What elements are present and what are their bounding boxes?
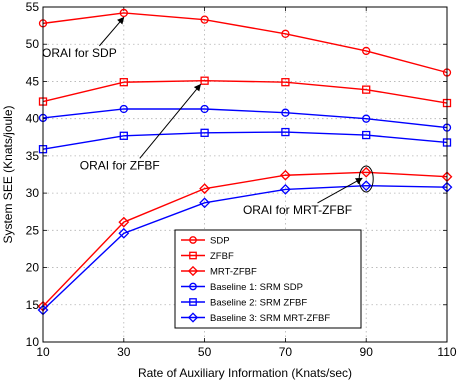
y-tick-label: 35	[26, 149, 40, 163]
x-tick-label: 50	[198, 345, 212, 359]
series-line	[43, 13, 447, 73]
y-tick-label: 15	[26, 298, 40, 312]
x-tick-label: 110	[437, 345, 456, 359]
legend-label: ZFBF	[210, 251, 234, 262]
legend-label: Baseline 1: SRM SDP	[210, 282, 303, 293]
legend-label: SDP	[210, 236, 230, 247]
y-tick-label: 55	[26, 0, 40, 14]
x-axis-label: Rate of Auxiliary Information (Knats/sec…	[138, 366, 352, 380]
y-tick-label: 20	[26, 261, 40, 275]
series-line	[43, 81, 447, 103]
legend: SDP ZFBF MRT-ZFBF Baseline 1: SRM SDP Baseli…	[175, 230, 361, 328]
y-axis-label: System SEE (Knats/joule)	[1, 105, 15, 243]
annotation-arrow	[318, 178, 363, 203]
annotation-arrow	[99, 17, 123, 45]
legend-label: Baseline 3: SRM MRT-ZFBF	[210, 313, 330, 324]
y-tick-label: 50	[26, 37, 40, 51]
annotation-label: ORAI for ZFBF	[80, 158, 160, 172]
legend-label: MRT-ZFBF	[210, 267, 257, 278]
x-tick-label: 70	[279, 345, 293, 359]
annotation-label: ORAI for MRT-ZFBF	[243, 203, 352, 217]
series-zfbf	[40, 77, 451, 106]
y-tick-label: 10	[26, 335, 40, 349]
series-baseline-1-srm-sdp	[40, 105, 451, 131]
y-tick-label: 30	[26, 186, 40, 200]
y-tick-label: 25	[26, 223, 40, 237]
x-tick-label: 90	[360, 345, 374, 359]
y-tick-label: 40	[26, 112, 40, 126]
y-tick-label: 45	[26, 74, 40, 88]
series-sdp	[40, 9, 451, 76]
legend-label: Baseline 2: SRM ZFBF	[210, 298, 307, 309]
series-baseline-2-srm-zfbf	[40, 129, 451, 153]
annotation-label: ORAI for SDP	[42, 46, 117, 60]
series-line	[43, 132, 447, 149]
annotation-arrow	[140, 84, 201, 158]
x-tick-label: 30	[117, 345, 131, 359]
